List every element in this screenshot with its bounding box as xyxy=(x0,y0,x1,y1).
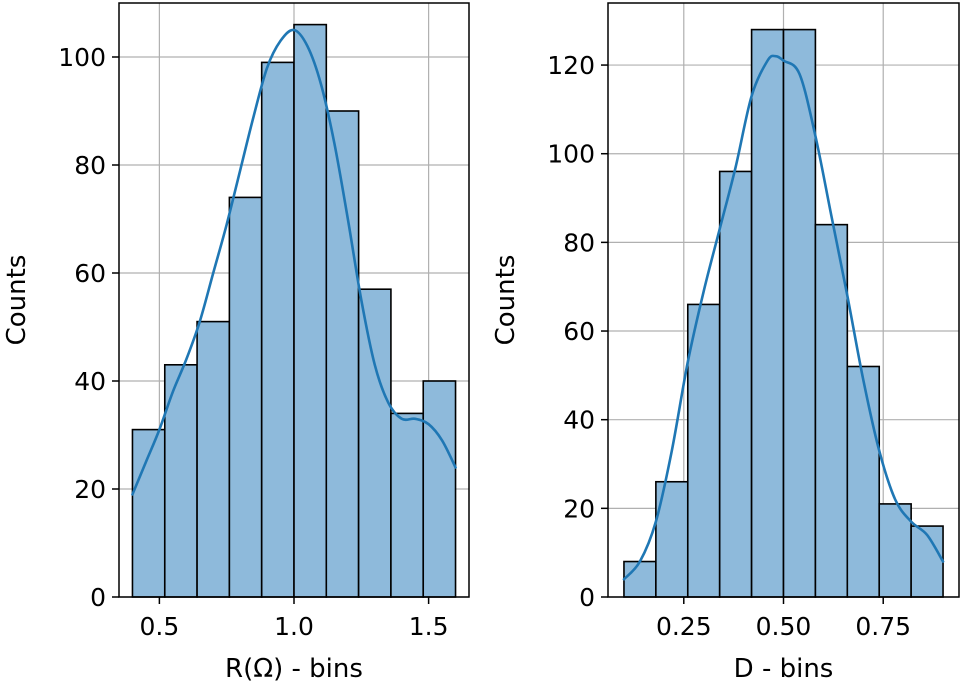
histogram-bar xyxy=(260,61,295,598)
histogram-bar xyxy=(293,23,328,598)
histogram-bar xyxy=(390,412,425,598)
kde-curve xyxy=(131,28,457,496)
y-tick-label: 100 xyxy=(547,140,595,169)
x-tick-label: 0.25 xyxy=(656,612,712,641)
y-tick-label: 80 xyxy=(74,151,106,180)
histogram-bar xyxy=(357,288,392,598)
histogram-bar xyxy=(422,380,457,598)
chart-r-ohm-histogram: 0.5 1.0 1.5 0 20 40 60 80 100 R(Ω) - bins Counts xyxy=(2,2,470,684)
y-axis-label: Counts xyxy=(2,255,32,346)
y-tick-label: 20 xyxy=(563,494,595,523)
histogram-bar xyxy=(846,365,881,598)
histogram-bar xyxy=(196,320,231,598)
y-axis-label: Counts xyxy=(491,255,521,346)
histogram-bar xyxy=(750,28,785,598)
histogram-bar xyxy=(782,28,817,598)
y-tick-label: 60 xyxy=(74,259,106,288)
y-tick-label: 40 xyxy=(563,406,595,435)
histogram-bar xyxy=(623,560,657,598)
y-tick-label: 0 xyxy=(90,583,106,612)
x-axis-label: R(Ω) - bins xyxy=(225,654,363,684)
y-tick-label: 100 xyxy=(58,43,106,72)
y-tick-label: 120 xyxy=(547,51,595,80)
chart-d-histogram: 0.25 0.50 0.75 0 20 40 60 80 100 120 D - bins Count… xyxy=(491,2,960,684)
x-tick-label: 0.50 xyxy=(756,612,812,641)
kde-curve xyxy=(622,54,945,581)
y-tick-label: 40 xyxy=(74,367,106,396)
x-tick-label: 1.5 xyxy=(409,612,449,641)
x-tick-label: 0.5 xyxy=(140,612,180,641)
histogram-bar xyxy=(910,525,944,598)
histogram-bar xyxy=(814,223,849,598)
histogram-bar xyxy=(718,170,753,598)
x-tick-label: 0.75 xyxy=(855,612,911,641)
y-tick-label: 0 xyxy=(579,583,595,612)
x-axis-label: D - bins xyxy=(734,654,834,684)
y-tick-label: 20 xyxy=(74,475,106,504)
histogram-bar xyxy=(228,196,263,598)
y-tick-label: 80 xyxy=(563,228,595,257)
y-tick-label: 60 xyxy=(563,317,595,346)
histogram-bar xyxy=(686,303,721,598)
x-tick-label: 1.0 xyxy=(274,612,314,641)
